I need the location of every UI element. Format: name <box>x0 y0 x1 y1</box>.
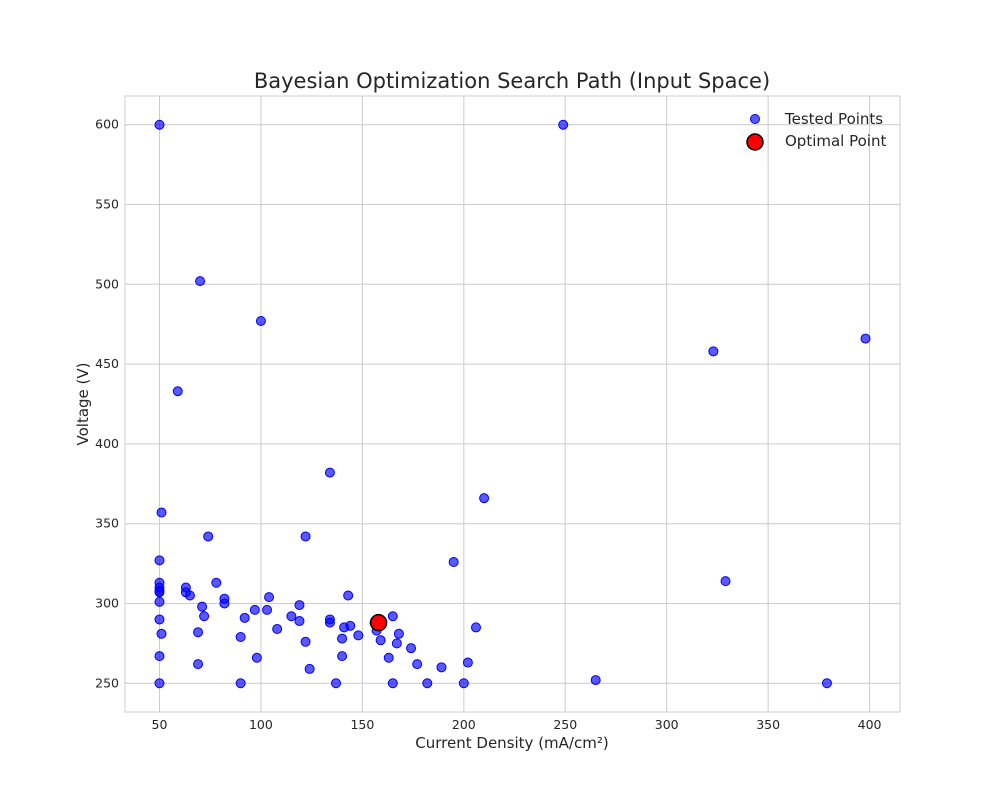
y-tick-label: 500 <box>95 276 119 291</box>
tested-point <box>412 659 423 670</box>
tested-point <box>353 630 364 641</box>
y-tick-label: 450 <box>95 356 119 371</box>
legend: Tested Points Optimal Point <box>746 110 886 151</box>
tested-point <box>558 119 569 130</box>
tested-point <box>219 598 230 609</box>
tested-point <box>860 333 871 344</box>
tested-point <box>154 596 165 607</box>
x-axis-ticks: 50 100 150 200 250 300 350 400 <box>152 717 882 732</box>
x-tick-label: 400 <box>858 717 882 732</box>
tested-point <box>193 627 204 638</box>
tested-point <box>154 651 165 662</box>
y-tick-label: 400 <box>95 436 119 451</box>
tested-point <box>249 604 260 615</box>
tested-point <box>195 276 206 287</box>
tested-point <box>422 678 433 689</box>
tested-point <box>821 678 832 689</box>
y-tick-label: 600 <box>95 117 119 132</box>
x-tick-label: 200 <box>452 717 476 732</box>
tested-point <box>406 643 417 654</box>
x-tick-label: 300 <box>655 717 679 732</box>
tested-point <box>154 119 165 130</box>
y-tick-label: 300 <box>95 595 119 610</box>
tested-point <box>197 601 208 612</box>
tested-point <box>154 614 165 625</box>
y-axis-ticks: 250 300 350 400 450 500 550 600 <box>95 117 119 691</box>
tested-point <box>462 657 473 668</box>
tested-point <box>262 604 273 615</box>
tested-point <box>193 659 204 670</box>
legend-label-optimal: Optimal Point <box>785 132 886 150</box>
legend-marker-tested <box>750 114 760 124</box>
tested-point <box>154 555 165 566</box>
tested-point <box>393 628 404 639</box>
y-tick-label: 250 <box>95 675 119 690</box>
tested-point <box>294 616 305 627</box>
tested-point <box>479 493 490 504</box>
tested-point <box>184 590 195 601</box>
y-axis-label: Voltage (V) <box>74 363 92 446</box>
tested-point <box>324 467 335 478</box>
chart-title: Bayesian Optimization Search Path (Input… <box>254 69 770 93</box>
tested-point <box>458 678 469 689</box>
tested-point <box>375 635 386 646</box>
tested-point <box>343 590 354 601</box>
tested-point <box>337 651 348 662</box>
x-tick-label: 350 <box>756 717 780 732</box>
tested-point <box>156 507 167 518</box>
x-tick-label: 100 <box>249 717 273 732</box>
tested-point <box>255 316 266 327</box>
tested-point <box>251 652 262 663</box>
optimal-point <box>369 613 388 632</box>
tested-point <box>154 585 165 596</box>
y-tick-label: 550 <box>95 197 119 212</box>
tested-point <box>154 678 165 689</box>
tested-point <box>391 638 402 649</box>
tested-point <box>708 346 719 357</box>
tested-point <box>387 611 398 622</box>
tested-point <box>720 576 731 587</box>
tested-point <box>272 624 283 635</box>
tested-point <box>470 622 481 633</box>
tested-point <box>199 611 210 622</box>
tested-point <box>172 386 183 397</box>
tested-point <box>156 628 167 639</box>
tested-point <box>324 617 335 628</box>
tested-point <box>300 636 311 647</box>
tested-point <box>448 556 459 567</box>
legend-marker-optimal <box>746 133 764 151</box>
y-tick-label: 350 <box>95 516 119 531</box>
legend-label-tested: Tested Points <box>784 110 883 128</box>
tested-point <box>590 675 601 686</box>
tested-point <box>337 633 348 644</box>
tested-point <box>387 678 398 689</box>
data-points <box>154 119 871 689</box>
tested-point <box>264 592 275 603</box>
tested-point <box>286 611 297 622</box>
plot-frame <box>124 95 901 713</box>
tested-point <box>345 620 356 631</box>
x-axis-label: Current Density (mA/cm²) <box>415 734 608 752</box>
tested-point <box>294 600 305 611</box>
tested-point <box>300 531 311 542</box>
x-tick-label: 50 <box>152 717 168 732</box>
tested-point <box>330 678 341 689</box>
grid <box>125 96 900 712</box>
tested-point <box>304 663 315 674</box>
tested-point <box>235 678 246 689</box>
x-tick-label: 150 <box>350 717 374 732</box>
tested-point <box>436 662 447 673</box>
tested-point <box>203 531 214 542</box>
x-tick-label: 250 <box>553 717 577 732</box>
tested-point <box>239 612 250 623</box>
tested-point <box>383 652 394 663</box>
tested-point <box>211 577 222 588</box>
tested-point <box>235 631 246 642</box>
